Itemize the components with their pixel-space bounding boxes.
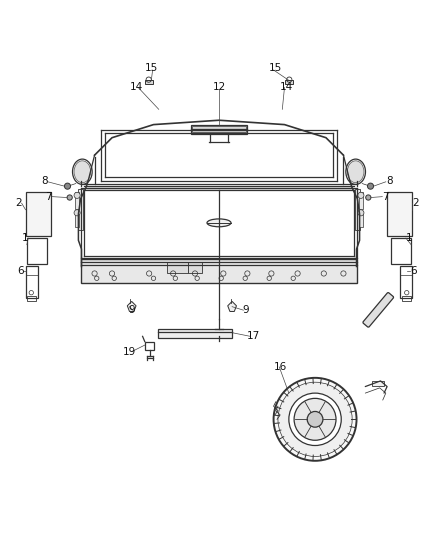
Bar [145, 342, 154, 350]
Text: 7: 7 [46, 192, 52, 201]
Text: 7: 7 [382, 192, 389, 201]
Text: 6: 6 [17, 266, 24, 276]
Bar [359, 211, 363, 227]
Bar [191, 125, 247, 134]
Text: 2: 2 [412, 198, 419, 208]
Circle shape [67, 195, 72, 200]
Bar [359, 192, 363, 209]
Circle shape [278, 382, 352, 456]
Circle shape [74, 210, 80, 216]
Text: 17: 17 [247, 332, 261, 341]
Bar [355, 189, 360, 230]
Polygon shape [228, 302, 237, 311]
Text: 15: 15 [145, 63, 158, 73]
Circle shape [366, 195, 371, 200]
Circle shape [289, 393, 341, 446]
Circle shape [307, 411, 323, 427]
Bar [400, 265, 413, 298]
Ellipse shape [73, 159, 92, 184]
Ellipse shape [207, 219, 231, 227]
Polygon shape [127, 302, 136, 311]
Bar [392, 238, 411, 264]
Text: 8: 8 [41, 176, 48, 187]
Circle shape [358, 192, 364, 198]
Text: 9: 9 [242, 305, 248, 315]
Ellipse shape [346, 159, 365, 184]
Bar [75, 211, 79, 227]
Text: 15: 15 [269, 63, 283, 73]
Circle shape [74, 192, 80, 198]
Ellipse shape [74, 161, 91, 183]
Bar [145, 79, 152, 84]
Text: 19: 19 [123, 346, 136, 357]
Bar [25, 192, 51, 236]
Text: 14: 14 [280, 82, 293, 92]
Text: 8: 8 [386, 176, 392, 187]
Bar [27, 296, 35, 301]
Circle shape [294, 398, 336, 440]
Bar [166, 262, 188, 273]
Bar [158, 329, 232, 338]
Bar [387, 192, 413, 236]
Circle shape [274, 378, 357, 461]
Bar [188, 262, 201, 273]
Text: 9: 9 [128, 305, 135, 315]
Bar [81, 259, 357, 283]
Bar [25, 265, 38, 298]
Text: 1: 1 [21, 233, 28, 243]
Text: 12: 12 [212, 83, 226, 93]
Bar [286, 79, 293, 84]
Bar [75, 192, 79, 209]
Bar [192, 126, 246, 133]
Bar [372, 381, 384, 386]
Ellipse shape [347, 161, 364, 183]
Circle shape [358, 210, 364, 216]
Text: 16: 16 [273, 362, 287, 372]
Text: 14: 14 [129, 82, 143, 92]
Text: 1: 1 [406, 233, 412, 243]
Bar [27, 238, 46, 264]
Bar [403, 296, 411, 301]
FancyBboxPatch shape [363, 293, 394, 327]
Bar [78, 189, 83, 230]
Circle shape [64, 183, 71, 189]
Text: 2: 2 [15, 198, 21, 208]
Circle shape [367, 183, 374, 189]
Text: 6: 6 [410, 266, 417, 276]
